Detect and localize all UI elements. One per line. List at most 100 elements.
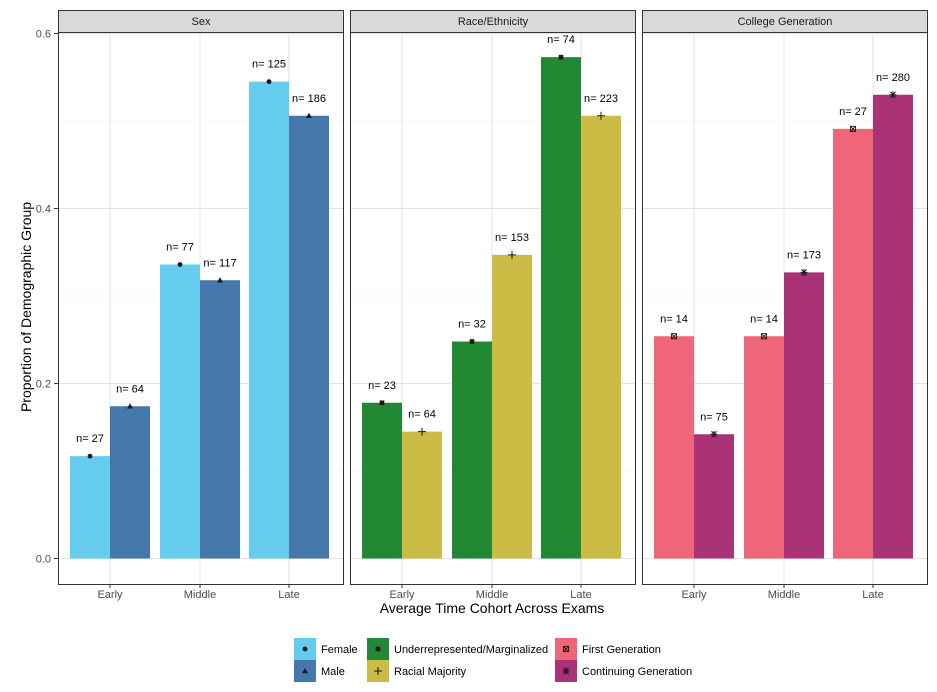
bar [541, 57, 581, 559]
legend-label: Underrepresented/Marginalized [394, 644, 548, 656]
y-tick-label: 0.6 [36, 29, 51, 41]
point-marker [670, 333, 678, 340]
bar [833, 128, 873, 559]
n-label: n= 125 [252, 59, 286, 71]
legend-label: First Generation [582, 644, 661, 656]
n-label: n= 117 [203, 257, 236, 269]
n-label: n= 223 [584, 93, 618, 105]
legend-item: First Generation [555, 638, 661, 660]
n-label: n= 173 [787, 249, 821, 261]
bar [289, 115, 329, 559]
bar [873, 94, 913, 559]
legend-label: Female [321, 644, 358, 656]
facet-strip-label: College Generation [738, 16, 833, 28]
point-marker [849, 125, 857, 132]
panel-border [642, 32, 928, 585]
n-label: n= 77 [166, 242, 194, 254]
facet-panel: Sex n= 27 n= 77 n= 125 n= 64 n= 117 n= 186 [58, 10, 344, 585]
bar [70, 456, 110, 559]
x-tick-label: Early [389, 589, 415, 601]
point-marker [710, 430, 718, 438]
bar [452, 341, 492, 559]
n-label: n= 14 [750, 313, 778, 325]
panels: Sex n= 27 n= 77 n= 125 n= 64 n= 117 n= 186 Race… [58, 10, 928, 585]
x-axis: Early Middle Late Early Middle Late Early Middl… [97, 584, 884, 601]
point-marker [558, 54, 564, 60]
bar [744, 336, 784, 559]
bar [362, 402, 402, 559]
legend-marker [374, 667, 382, 675]
legend-marker [562, 667, 570, 675]
bar [249, 81, 289, 559]
bar [784, 272, 824, 559]
point-marker [800, 268, 808, 276]
n-label: n= 280 [876, 72, 910, 84]
x-tick-label: Middle [184, 589, 216, 601]
point-marker [217, 277, 223, 283]
point-marker [418, 427, 426, 436]
legend-item: Underrepresented/Marginalized [367, 638, 548, 660]
point-marker [760, 333, 768, 340]
bar [581, 115, 621, 559]
legend-item: Racial Majority [367, 660, 467, 682]
x-tick-label: Middle [768, 589, 800, 601]
point-marker [266, 79, 272, 85]
x-tick-label: Late [570, 589, 591, 601]
bar [160, 264, 200, 559]
facet-panel: Race/Ethnicity n= 23 n= 32 n= 74 n= 64 n= 153… [350, 10, 636, 585]
legend-label: Continuing Generation [582, 666, 692, 678]
y-axis: 0.0 0.2 0.4 0.6 [36, 29, 58, 566]
y-axis-title: Proportion of Demographic Group [18, 202, 34, 412]
panel-border [58, 32, 344, 585]
n-label: n= 64 [408, 409, 436, 421]
n-label: n= 64 [116, 383, 144, 395]
point-marker [597, 111, 605, 120]
legend-item: Female [294, 638, 358, 660]
legend-label: Male [321, 666, 345, 678]
legend-marker [375, 646, 381, 652]
point-marker [306, 112, 312, 118]
n-label: n= 74 [547, 34, 575, 46]
legend-item: Continuing Generation [555, 660, 692, 682]
facet-strip-label: Race/Ethnicity [458, 16, 529, 28]
bar [492, 254, 532, 559]
bar [654, 336, 694, 559]
bar [200, 280, 240, 559]
n-label: n= 23 [368, 380, 396, 392]
x-tick-label: Early [681, 589, 707, 601]
n-label: n= 14 [660, 313, 688, 325]
x-tick-label: Late [278, 589, 299, 601]
point-marker [469, 339, 475, 344]
n-label: n= 32 [458, 319, 486, 331]
bar [110, 406, 150, 559]
legend: Female Male Underrepresented/Marginalized R… [294, 638, 692, 682]
y-tick-label: 0.2 [36, 379, 51, 391]
legend-marker [302, 668, 308, 674]
x-axis-title: Average Time Cohort Across Exams [380, 600, 605, 616]
y-tick-label: 0.0 [36, 554, 51, 566]
bar [402, 431, 442, 559]
n-label: n= 186 [292, 93, 326, 105]
point-marker [508, 250, 516, 259]
n-label: n= 75 [700, 411, 728, 423]
legend-item: Male [294, 660, 345, 682]
point-marker [87, 453, 93, 459]
bar [694, 434, 734, 559]
facet-strip-label: Sex [192, 16, 211, 28]
point-marker [379, 400, 385, 406]
point-marker [889, 91, 897, 99]
point-marker [127, 403, 133, 409]
n-label: n= 27 [76, 433, 104, 445]
legend-marker [302, 646, 308, 652]
y-tick-label: 0.4 [36, 204, 51, 216]
panel-border [350, 32, 636, 585]
legend-label: Racial Majority [394, 666, 467, 678]
legend-marker [562, 645, 570, 653]
x-tick-label: Middle [476, 589, 508, 601]
x-tick-label: Early [97, 589, 123, 601]
n-label: n= 27 [839, 106, 867, 118]
n-label: n= 153 [495, 232, 529, 244]
point-marker [177, 262, 183, 267]
facet-panel: College Generation n= 14 n= 14 n= 27 n= 75 n=… [642, 10, 928, 585]
